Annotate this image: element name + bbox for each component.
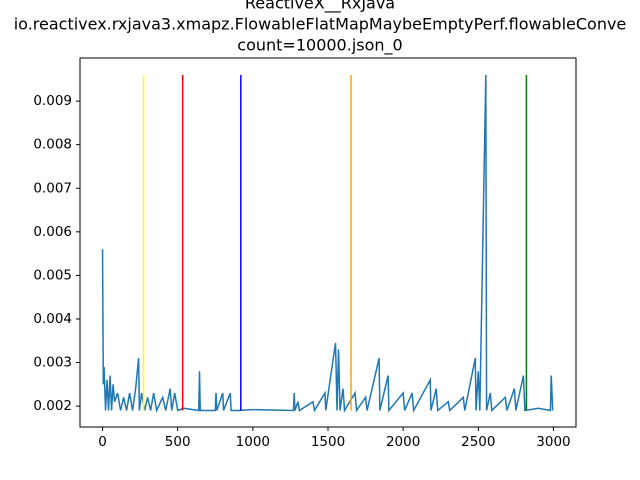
chart-title: ReactiveX__RxJava [245,0,395,14]
x-tick-label: 500 [165,434,191,450]
y-tick-label: 0.007 [33,180,72,196]
y-tick-label: 0.002 [33,398,72,414]
chart-title: io.reactivex.rxjava3.xmapz.FlowableFlatM… [14,15,627,34]
x-tick-label: 2500 [461,434,495,450]
data-line [101,74,554,414]
y-tick-label: 0.009 [33,93,72,109]
y-tick-label: 0.003 [33,355,72,371]
y-tick-label: 0.006 [33,224,72,240]
y-tick-label: 0.005 [33,267,72,283]
chart-title: count=10000.json_0 [237,36,402,56]
x-tick-label: 2000 [386,434,420,450]
x-tick-label: 1000 [236,434,270,450]
y-tick-label: 0.004 [33,311,72,327]
x-tick-label: 0 [98,434,107,450]
x-tick-label: 1500 [311,434,345,450]
y-tick-label: 0.008 [33,137,72,153]
plot-frame [79,57,577,428]
x-tick-label: 3000 [536,434,570,450]
